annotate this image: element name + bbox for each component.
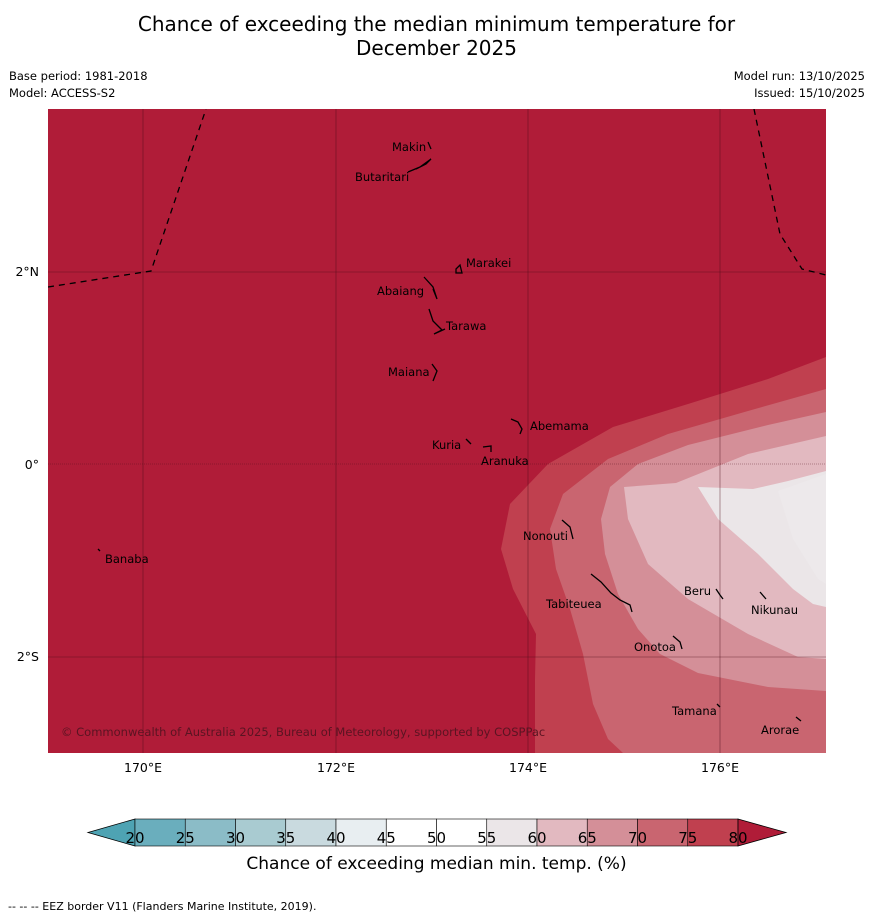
title-line-1: Chance of exceeding the median minimum t… (137, 12, 736, 36)
shape-beru (715, 588, 724, 600)
map-panel[interactable]: Makin Butaritari Marakei Abaiang Tarawa … (48, 109, 826, 753)
shape-nonouti (561, 519, 574, 540)
chart-title: Chance of exceeding the median minimum t… (0, 12, 873, 60)
island-shapes (97, 141, 802, 722)
colorbar-tick-label: 35 (276, 829, 296, 847)
label-kuria: Kuria (432, 438, 461, 452)
issued-date: Issued: 15/10/2025 (754, 86, 865, 100)
shape-onotoa (672, 635, 683, 650)
colorbar-bin (687, 818, 739, 847)
shape-marakei (455, 263, 463, 274)
eez-border-east (753, 109, 826, 276)
lon-label-176e: 176°E (700, 760, 740, 775)
shape-abaiang (423, 276, 438, 300)
shape-butaritari (407, 158, 432, 173)
colorbar-extend-high (737, 818, 788, 847)
colorbar-bin (637, 818, 689, 847)
colorbar-tick-label: 50 (426, 829, 447, 847)
lat-label-2s: 2°S (16, 649, 39, 664)
grid-lines (48, 109, 826, 753)
shape-maiana (431, 363, 438, 382)
colorbar-bin (385, 818, 437, 847)
label-tarawa: Tarawa (445, 319, 486, 333)
label-arorae: Arorae (761, 723, 799, 737)
colorbar-tick-label: 65 (577, 829, 597, 847)
shape-makin (427, 141, 432, 150)
label-banaba: Banaba (105, 552, 149, 566)
colorbar-tick-label: 45 (376, 829, 396, 847)
shape-tamana (716, 703, 721, 708)
colorbar-tick-label: 70 (627, 829, 648, 847)
lat-label-2n: 2°N (15, 264, 39, 279)
shape-aranuka (482, 445, 492, 452)
colorbar-tick-label: 80 (728, 829, 748, 847)
colorbar-tick-label: 40 (326, 829, 346, 847)
model-run: Model run: 13/10/2025 (733, 69, 865, 83)
colorbar-bin (536, 818, 588, 847)
label-aranuka: Aranuka (481, 454, 529, 468)
colorbar-bin (486, 818, 538, 847)
shape-abemama (510, 418, 523, 435)
label-marakei: Marakei (466, 256, 511, 270)
colorbar-tick-label: 75 (678, 829, 698, 847)
label-abaiang: Abaiang (377, 284, 424, 298)
label-butaritari: Butaritari (355, 170, 409, 184)
colorbar-bin (586, 818, 638, 847)
model-name: Model: ACCESS-S2 (9, 86, 116, 100)
colorbar-tick-label: 30 (225, 829, 246, 847)
label-beru: Beru (684, 584, 711, 598)
label-tamana: Tamana (671, 704, 717, 718)
meta-right: Model run: 13/10/2025 Issued: 15/10/2025 (734, 68, 865, 102)
colorbar-label: Chance of exceeding median min. temp. (%… (246, 854, 627, 874)
label-maiana: Maiana (388, 365, 430, 379)
shape-tabiteuea (590, 573, 633, 613)
contour-50-55 (778, 474, 826, 584)
shape-kuria (465, 438, 472, 445)
colorbar-tick-label: 25 (175, 829, 195, 847)
map-svg[interactable]: Makin Butaritari Marakei Abaiang Tarawa … (48, 109, 826, 753)
shape-tarawa (428, 308, 446, 335)
title-line-2: December 2025 (356, 36, 517, 60)
label-tabiteuea: Tabiteuea (545, 597, 602, 611)
colorbar-bin (184, 818, 236, 847)
lon-label-170e: 170°E (123, 760, 163, 775)
meta-left: Base period: 1981-2018 Model: ACCESS-S2 (9, 68, 148, 102)
base-period: Base period: 1981-2018 (9, 69, 148, 83)
colorbar-bin (134, 818, 186, 847)
colorbar-bin (285, 818, 337, 847)
lon-label-172e: 172°E (316, 760, 356, 775)
colorbar (86, 818, 788, 847)
colorbar-tick-label: 20 (125, 829, 145, 847)
shape-nikunau (759, 591, 767, 600)
shape-arorae (795, 716, 802, 722)
colorbar-tick-label: 60 (527, 829, 547, 847)
label-makin: Makin (392, 140, 426, 154)
lon-label-174e: 174°E (508, 760, 548, 775)
label-nikunau: Nikunau (751, 603, 798, 617)
lat-label-0: 0° (24, 457, 39, 472)
colorbar-bin (235, 818, 287, 847)
eez-border-note: -- -- -- EEZ border V11 (Flanders Marine… (8, 900, 317, 913)
shape-banaba (97, 548, 101, 552)
colorbar-bin (335, 818, 387, 847)
label-onotoa: Onotoa (634, 640, 676, 654)
label-nonouti: Nonouti (523, 529, 568, 543)
label-abemama: Abemama (530, 419, 589, 433)
eez-borders (48, 109, 826, 288)
copyright-notice: © Commonwealth of Australia 2025, Bureau… (61, 725, 545, 739)
colorbar-tick-label: 55 (477, 829, 497, 847)
colorbar-bin (436, 818, 488, 847)
eez-border-west (48, 109, 207, 288)
island-labels: Makin Butaritari Marakei Abaiang Tarawa … (105, 140, 799, 737)
